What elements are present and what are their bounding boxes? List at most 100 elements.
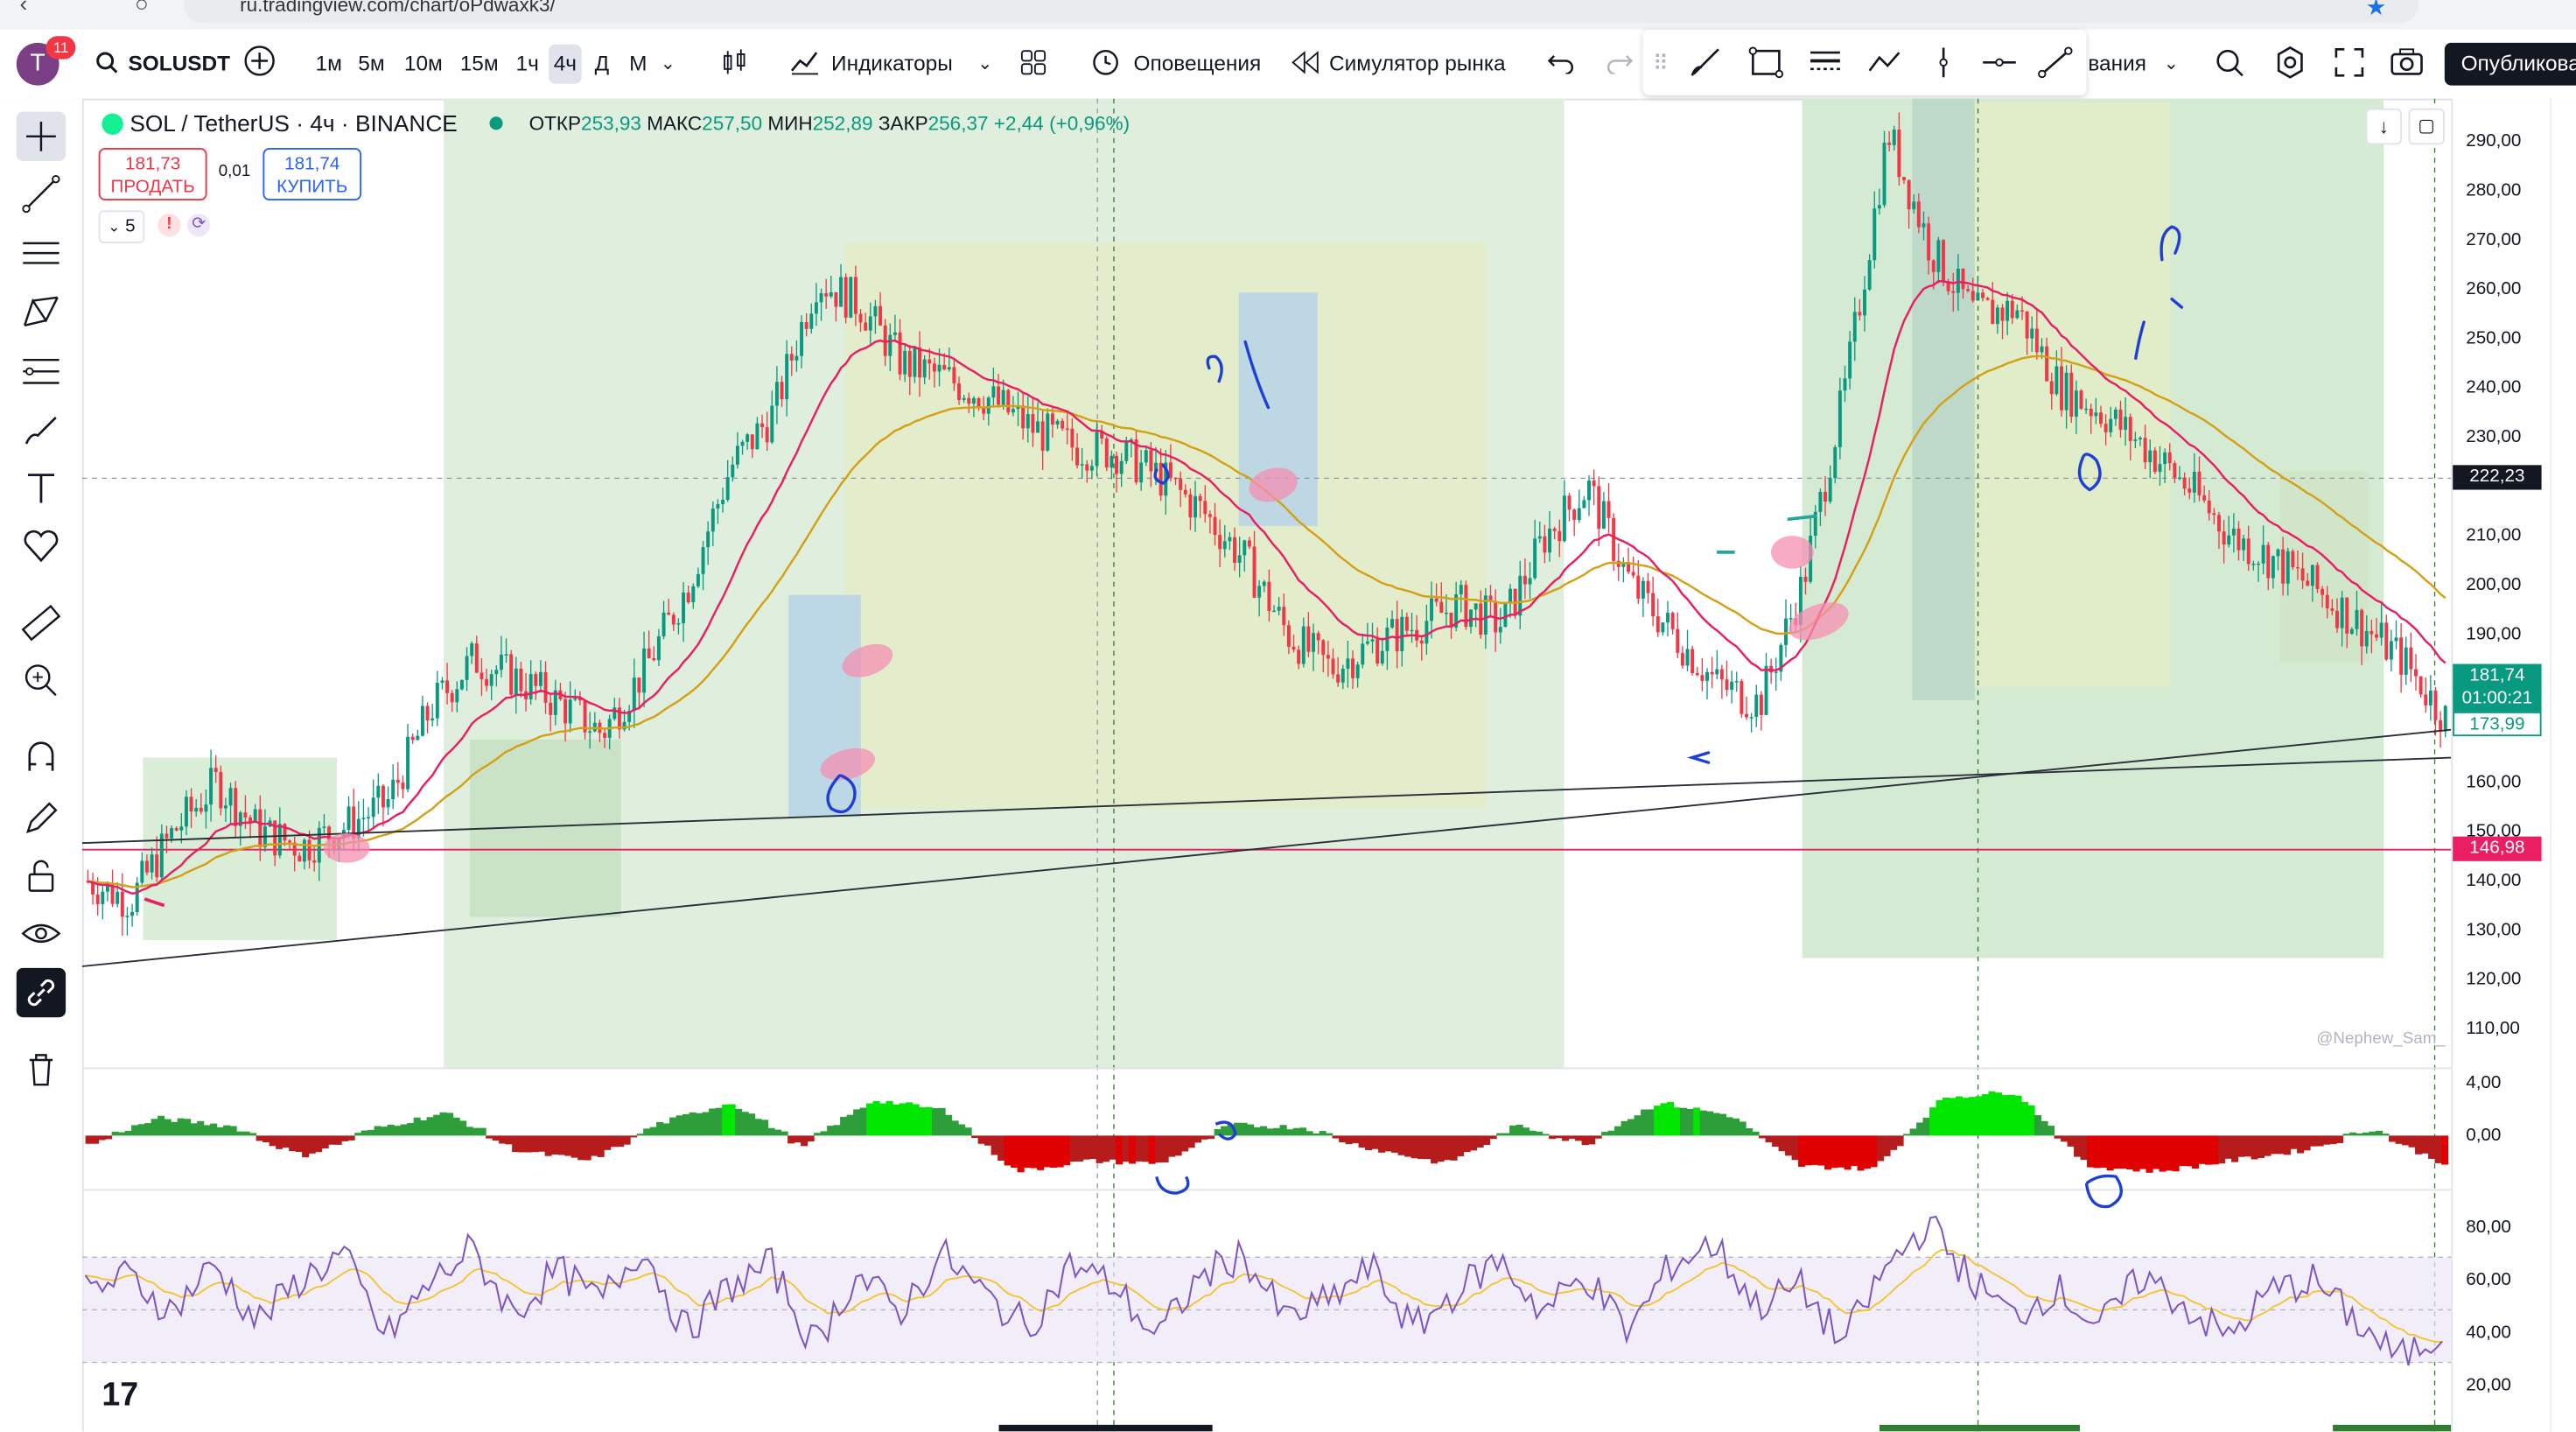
indicators-collapse-button[interactable]: ⌄ 5 xyxy=(98,210,145,243)
camera-icon[interactable] xyxy=(2389,45,2425,84)
text-tool-icon[interactable] xyxy=(17,463,66,512)
timeframe-5m[interactable]: 5м xyxy=(358,51,385,76)
replay-rewind-icon[interactable] xyxy=(1292,45,1321,84)
undo-icon[interactable] xyxy=(1546,45,1576,84)
link-icon[interactable] xyxy=(16,967,66,1018)
quick-search-icon[interactable] xyxy=(2213,45,2246,84)
trend-line[interactable] xyxy=(81,728,2452,967)
zone-rect[interactable] xyxy=(844,242,1488,809)
rectangle-tool-icon[interactable] xyxy=(1748,45,1784,84)
heart-icon[interactable] xyxy=(17,521,66,570)
horizontal-lines-tool-icon[interactable] xyxy=(17,228,66,277)
symbol-search-button[interactable]: SOLUSDT xyxy=(128,51,231,76)
publish-button[interactable]: Опубликова xyxy=(2444,42,2576,86)
zone-rect[interactable] xyxy=(1912,98,1975,700)
ruler-icon[interactable] xyxy=(17,598,66,647)
partial-menu-label[interactable]: вания xyxy=(2088,51,2146,76)
settings-gear-icon[interactable] xyxy=(2274,45,2307,84)
bookmark-star-icon[interactable]: ★ xyxy=(2365,0,2387,20)
candle-body xyxy=(2404,647,2408,675)
candle-body xyxy=(2079,390,2083,409)
candle-body xyxy=(1400,616,1404,651)
chart-symbol-title[interactable]: SOL / TetherUS · 4ч · BINANCE xyxy=(102,110,504,137)
highlight-marker[interactable] xyxy=(837,638,897,684)
timeframe-month[interactable]: М xyxy=(629,51,648,76)
oscillator-bar xyxy=(276,1135,284,1149)
timeframe-1h[interactable]: 1ч xyxy=(515,51,539,76)
oscillator-annotations[interactable] xyxy=(1155,1120,2123,1209)
candle-body xyxy=(967,397,971,404)
candle-body xyxy=(2167,452,2172,464)
candle-body xyxy=(1434,598,1438,602)
zoom-in-icon[interactable] xyxy=(17,656,66,705)
candle-body xyxy=(406,736,410,790)
highlight-marker[interactable] xyxy=(323,832,370,863)
trash-icon[interactable] xyxy=(17,1045,66,1094)
lock-icon[interactable] xyxy=(17,852,66,901)
hand-drawn-annotations[interactable] xyxy=(826,225,2184,814)
candle-type-icon[interactable] xyxy=(719,45,749,84)
timeframe-4h[interactable]: 4ч xyxy=(549,44,582,84)
redo-icon[interactable] xyxy=(1605,45,1634,84)
magnet-icon[interactable] xyxy=(17,734,66,783)
alerts-button[interactable]: Оповещения xyxy=(1133,51,1262,76)
horizontal-ray-icon[interactable] xyxy=(1981,45,2017,84)
lines-style-icon[interactable] xyxy=(1807,45,1843,84)
timeframe-day[interactable]: Д xyxy=(594,51,610,76)
highlight-marker[interactable] xyxy=(1245,462,1301,507)
chart-area[interactable] xyxy=(81,98,2452,1432)
buy-button[interactable]: 181,74 КУПИТЬ xyxy=(262,147,362,201)
warning-icon[interactable]: ! xyxy=(158,214,181,237)
candle-body xyxy=(2266,544,2271,579)
timeframe-15m[interactable]: 15м xyxy=(459,51,499,76)
indicators-button[interactable]: Индикаторы xyxy=(831,51,953,76)
trend-line[interactable] xyxy=(81,756,2452,845)
back-icon[interactable]: ‹ xyxy=(19,0,28,17)
fullscreen-icon[interactable] xyxy=(2333,45,2366,84)
maximize-pane-icon[interactable]: ▢ xyxy=(2408,108,2445,145)
brush-tool-icon[interactable] xyxy=(17,406,66,455)
trendline-tool-icon[interactable] xyxy=(17,169,66,218)
timeframe-10m[interactable]: 10м xyxy=(403,51,443,76)
layouts-grid-icon[interactable] xyxy=(1018,45,1048,84)
pattern-tool-icon[interactable] xyxy=(17,288,66,337)
timeframe-1m[interactable]: 1м xyxy=(315,51,342,76)
scroll-down-icon[interactable]: ↓ xyxy=(2365,108,2402,145)
alert-clock-icon[interactable] xyxy=(1089,45,1123,84)
highlight-marker[interactable] xyxy=(1770,536,1814,569)
oscillator-bar xyxy=(971,1135,979,1139)
eye-icon[interactable] xyxy=(17,909,66,958)
candle-body xyxy=(105,882,109,892)
indicators-chevron-down-icon[interactable]: ⌄ xyxy=(977,53,993,74)
drawing-mode-pencil-icon[interactable] xyxy=(17,794,66,843)
vertical-line-icon[interactable] xyxy=(1925,45,1961,84)
trend-line-icon[interactable] xyxy=(2037,45,2073,84)
refresh-icon[interactable]: ⟳ xyxy=(187,214,211,237)
search-icon[interactable] xyxy=(95,45,118,84)
oscillator-bar xyxy=(171,1121,178,1136)
fib-tool-icon[interactable] xyxy=(17,347,66,396)
brush-tool-icon[interactable] xyxy=(1689,45,1725,84)
compare-add-icon[interactable] xyxy=(243,45,276,84)
price-tick: 130,00 xyxy=(2466,920,2522,940)
address-bar[interactable]: ru.tradingview.com/chart/oPdwaxk3/ xyxy=(184,0,2418,24)
highlight-marker[interactable] xyxy=(817,742,878,785)
candle-body xyxy=(617,707,621,730)
crosshair-tool-icon[interactable] xyxy=(16,111,66,161)
candle-body xyxy=(1833,446,1838,479)
candle-body xyxy=(2109,418,2113,432)
menu-chevron-down-icon[interactable]: ⌄ xyxy=(2163,53,2180,74)
drag-handle-icon[interactable]: ⠿ xyxy=(1652,51,1669,76)
sell-button[interactable]: 181,73 ПРОДАТЬ xyxy=(98,147,207,201)
timeframe-chevron-down-icon[interactable]: ⌄ xyxy=(660,53,676,74)
candle-body xyxy=(1124,440,1129,461)
candle-body xyxy=(785,354,789,400)
highlight-marker[interactable] xyxy=(1784,595,1854,648)
reload-icon[interactable]: ○ xyxy=(134,0,149,17)
oscillator-bar xyxy=(1410,1135,1418,1159)
oscillator-bar xyxy=(2008,1094,2016,1136)
price-scale[interactable]: 290,00 280,00 270,00 260,00 250,00 240,0… xyxy=(2451,98,2552,1432)
path-tool-icon[interactable] xyxy=(1866,45,1902,84)
replay-button[interactable]: Симулятор рынка xyxy=(1328,51,1506,76)
indicators-icon[interactable] xyxy=(790,45,820,84)
